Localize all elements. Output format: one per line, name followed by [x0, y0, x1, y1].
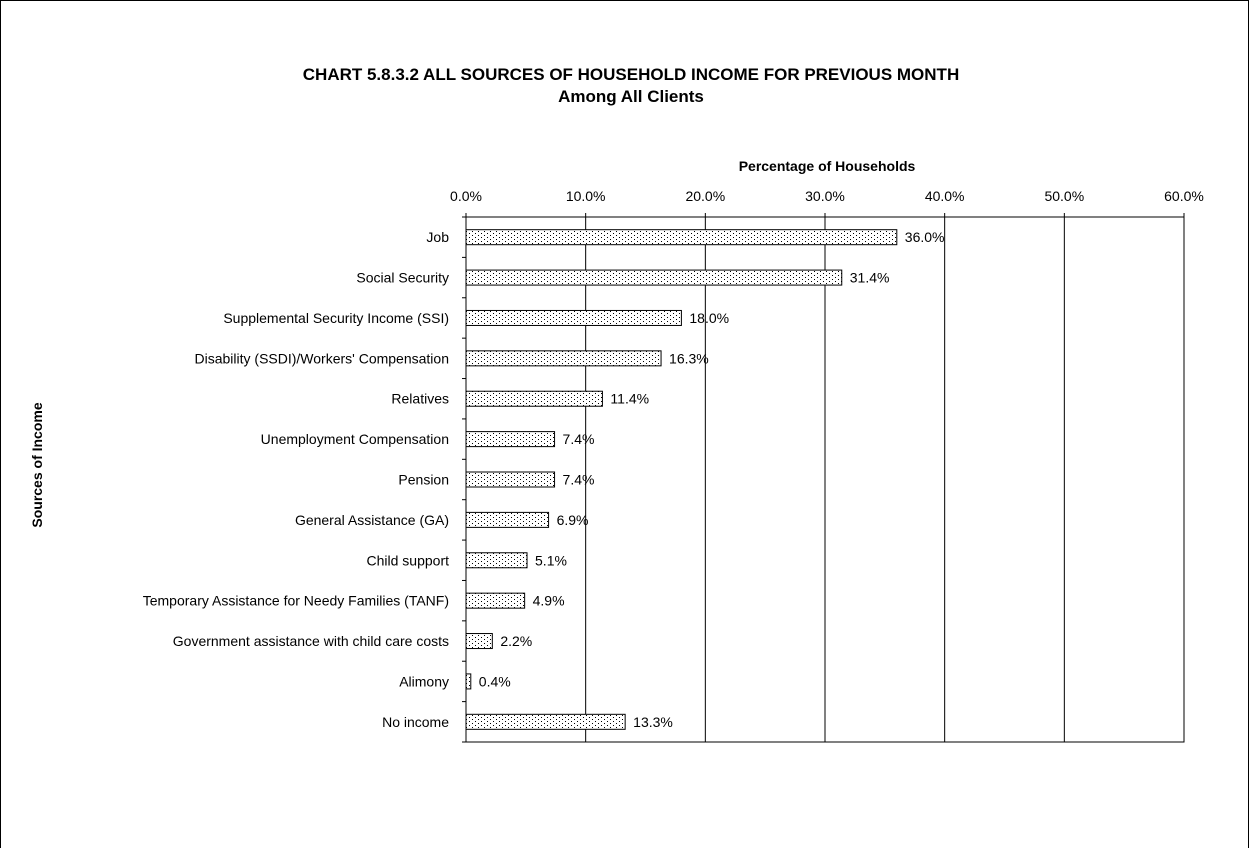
value-label: 31.4%	[850, 270, 890, 286]
bar	[465, 673, 472, 690]
bar	[465, 350, 662, 367]
value-label: 7.4%	[563, 472, 595, 488]
chart-title: CHART 5.8.3.2 ALL SOURCES OF HOUSEHOLD I…	[303, 65, 959, 84]
bar	[465, 552, 528, 569]
category-label: Job	[426, 229, 449, 245]
value-label: 7.4%	[563, 431, 595, 447]
category-label: Unemployment Compensation	[261, 431, 449, 447]
value-label: 13.3%	[633, 714, 673, 730]
x-tick-label: 40.0%	[925, 188, 965, 204]
x-axis-title: Percentage of Households	[739, 158, 916, 174]
category-label: Relatives	[391, 391, 449, 407]
category-label: Child support	[367, 552, 450, 568]
category-label: General Assistance (GA)	[295, 512, 449, 528]
category-label: Government assistance with child care co…	[173, 633, 449, 649]
bar	[465, 229, 898, 246]
value-label: 5.1%	[535, 552, 567, 568]
x-tick-label: 50.0%	[1044, 188, 1084, 204]
category-label: Social Security	[356, 270, 449, 286]
x-tick-label: 10.0%	[566, 188, 606, 204]
category-label: Disability (SSDI)/Workers' Compensation	[195, 350, 450, 366]
value-label: 2.2%	[500, 633, 532, 649]
category-label: No income	[382, 714, 449, 730]
bar	[465, 309, 682, 326]
value-label: 6.9%	[557, 512, 589, 528]
bar	[465, 511, 550, 528]
value-label: 4.9%	[533, 593, 565, 609]
category-label: Temporary Assistance for Needy Families …	[143, 593, 449, 609]
value-label: 36.0%	[905, 229, 945, 245]
value-label: 18.0%	[689, 310, 729, 326]
bar	[465, 431, 556, 448]
category-label: Alimony	[399, 673, 449, 689]
bar	[465, 633, 493, 650]
x-tick-label: 0.0%	[450, 188, 482, 204]
value-label: 0.4%	[479, 673, 511, 689]
category-label: Pension	[398, 472, 449, 488]
chart-subtitle: Among All Clients	[558, 87, 704, 106]
x-axis-ticks: 0.0% 10.0% 20.0% 30.0% 40.0% 50.0% 60.0%	[450, 188, 1204, 217]
bar	[465, 713, 626, 730]
x-tick-label: 60.0%	[1164, 188, 1204, 204]
bars	[465, 229, 898, 730]
value-label: 16.3%	[669, 350, 709, 366]
value-label: 11.4%	[610, 391, 649, 407]
bar	[465, 269, 843, 286]
value-labels: 36.0% 31.4% 18.0% 16.3% 11.4% 7.4% 7.4% 6.9% 5.1…	[479, 229, 945, 730]
x-tick-label: 20.0%	[685, 188, 725, 204]
bar	[465, 471, 556, 488]
category-label: Supplemental Security Income (SSI)	[223, 310, 449, 326]
category-labels: Job Social Security Supplemental Security …	[143, 229, 449, 730]
y-axis-title: Sources of Income	[29, 402, 45, 527]
bar	[465, 592, 526, 609]
bar	[465, 390, 603, 407]
x-tick-label: 30.0%	[805, 188, 845, 204]
